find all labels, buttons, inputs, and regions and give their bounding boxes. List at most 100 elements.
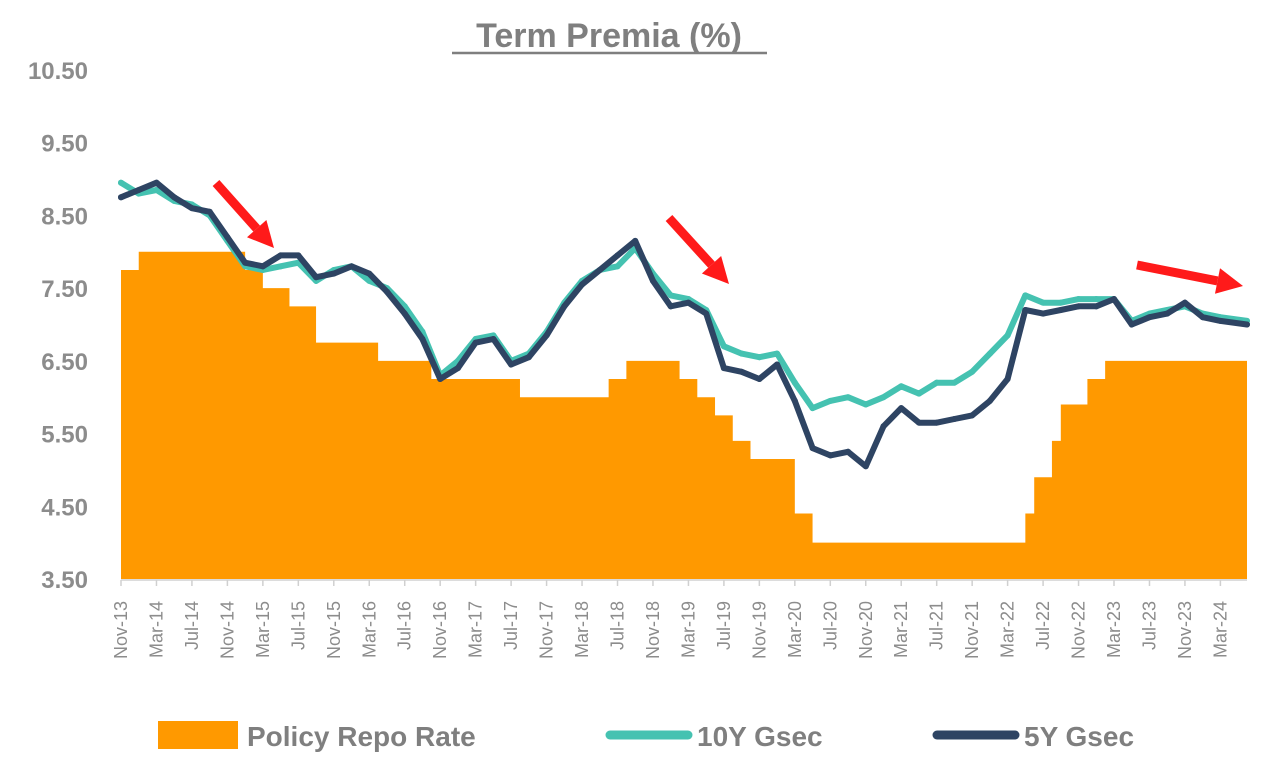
gsec10-point-39 (809, 405, 816, 412)
x-tick-label-26: Jul-22 (1033, 601, 1053, 650)
x-tick-label-0: Nov-13 (111, 601, 131, 659)
gsec5-point-50 (1004, 376, 1011, 383)
y-tick-label-3: 6.50 (41, 349, 88, 376)
gsec10-point-31 (667, 292, 674, 299)
x-tick-label-10: Mar-17 (466, 601, 486, 658)
gsec5-point-21 (490, 336, 497, 343)
gsec10-point-36 (756, 354, 763, 361)
series-policy-repo-rate-area (121, 251, 1247, 580)
gsec10-point-48 (969, 368, 976, 375)
x-tick-label-4: Mar-15 (253, 601, 273, 658)
gsec5-point-24 (543, 332, 550, 339)
gsec5-point-53 (1057, 306, 1064, 313)
gsec5-point-3 (171, 194, 178, 201)
gsec5-point-11 (313, 274, 320, 281)
gsec10-point-0 (118, 179, 124, 186)
x-tick-label-5: Jul-15 (288, 601, 308, 650)
gsec5-point-5 (206, 208, 213, 215)
gsec10-point-50 (1004, 332, 1011, 339)
gsec5-point-55 (1093, 303, 1100, 310)
y-tick-label-7: 10.50 (28, 58, 88, 85)
legend-label-repo: Policy Repo Rate (247, 721, 476, 752)
gsec5-point-13 (348, 263, 355, 270)
gsec5-point-48 (969, 412, 976, 419)
gsec5-point-41 (845, 448, 852, 455)
y-tick-label-4: 7.50 (41, 276, 88, 303)
gsec10-point-9 (277, 263, 284, 270)
legend-swatch-repo (158, 721, 238, 749)
gsec5-point-36 (756, 376, 763, 383)
x-tick-label-3: Nov-14 (217, 601, 237, 659)
series-5y-gsec-line (118, 179, 1250, 470)
legend-label-5y: 5Y Gsec (1024, 721, 1134, 752)
gsec5-point-18 (437, 376, 444, 383)
gsec5-point-14 (366, 270, 373, 277)
gsec10-point-45 (915, 390, 922, 397)
x-tick-label-17: Jul-19 (714, 601, 734, 650)
gsec5-point-26 (579, 281, 586, 288)
x-tick-label-11: Jul-17 (501, 601, 521, 650)
gsec5-point-22 (508, 361, 515, 368)
gsec10-point-28 (614, 263, 621, 270)
x-tick-label-24: Nov-21 (962, 601, 982, 659)
gsec10-point-54 (1075, 296, 1082, 303)
gsec10-point-34 (720, 343, 727, 350)
gsec5-point-2 (153, 179, 160, 186)
x-tick-label-1: Mar-14 (146, 601, 166, 658)
x-tick-label-6: Nov-15 (324, 601, 344, 659)
gsec5-point-58 (1146, 314, 1153, 321)
x-tick-label-16: Mar-19 (678, 601, 698, 658)
gsec5-point-47 (951, 416, 958, 423)
gsec10-point-44 (898, 383, 905, 390)
gsec10-point-37 (774, 350, 781, 357)
gsec5-point-33 (703, 310, 710, 317)
gsec10-point-53 (1057, 299, 1064, 306)
gsec10-point-49 (986, 350, 993, 357)
x-tick-label-7: Mar-16 (359, 601, 379, 658)
y-tick-label-1: 4.50 (41, 494, 88, 521)
gsec5-point-16 (401, 310, 408, 317)
x-tick-label-20: Jul-20 (820, 601, 840, 650)
gsec5-point-43 (880, 423, 887, 430)
trend-arrows (212, 180, 1243, 294)
x-tick-label-14: Jul-18 (608, 601, 628, 650)
gsec5-point-12 (330, 270, 337, 277)
gsec5-point-27 (596, 266, 603, 273)
legend-label-10y: 10Y Gsec (697, 721, 823, 752)
gsec5-point-39 (809, 445, 816, 452)
gsec10-point-51 (1022, 292, 1029, 299)
gsec5-point-59 (1164, 310, 1171, 317)
gsec5-point-4 (188, 205, 195, 212)
gsec5-point-31 (667, 303, 674, 310)
gsec10-point-38 (791, 379, 798, 386)
x-tick-label-15: Nov-18 (643, 601, 663, 659)
x-tick-label-18: Nov-19 (749, 601, 769, 659)
x-tick-label-22: Mar-21 (891, 601, 911, 658)
y-tick-label-6: 9.50 (41, 131, 88, 158)
gsec10-point-35 (738, 350, 745, 357)
series-10y-gsec-line (118, 179, 1250, 412)
gsec5-point-60 (1181, 299, 1188, 306)
x-tick-label-27: Nov-22 (1069, 601, 1089, 659)
x-tick-label-19: Mar-20 (785, 601, 805, 658)
trend-arrow-3 (1136, 260, 1243, 294)
x-tick-label-29: Jul-23 (1139, 601, 1159, 650)
plot-area (118, 179, 1250, 580)
x-tick-label-12: Nov-17 (537, 601, 557, 659)
gsec5-point-51 (1022, 306, 1029, 313)
gsec5-point-45 (915, 419, 922, 426)
gsec5-point-19 (454, 365, 461, 372)
gsec10-point-55 (1093, 296, 1100, 303)
gsec5-point-7 (242, 259, 249, 266)
gsec5-point-0 (118, 194, 124, 201)
x-tick-label-13: Mar-18 (572, 601, 592, 658)
gsec5-point-57 (1128, 321, 1135, 328)
x-tick-label-2: Jul-14 (182, 601, 202, 650)
gsec5-point-63 (1244, 321, 1250, 328)
gsec10-point-47 (951, 379, 958, 386)
x-tick-label-30: Nov-23 (1175, 601, 1195, 659)
gsec5-point-30 (649, 277, 656, 284)
legend: Policy Repo Rate 10Y Gsec 5Y Gsec (158, 721, 1134, 752)
gsec10-point-52 (1040, 299, 1047, 306)
